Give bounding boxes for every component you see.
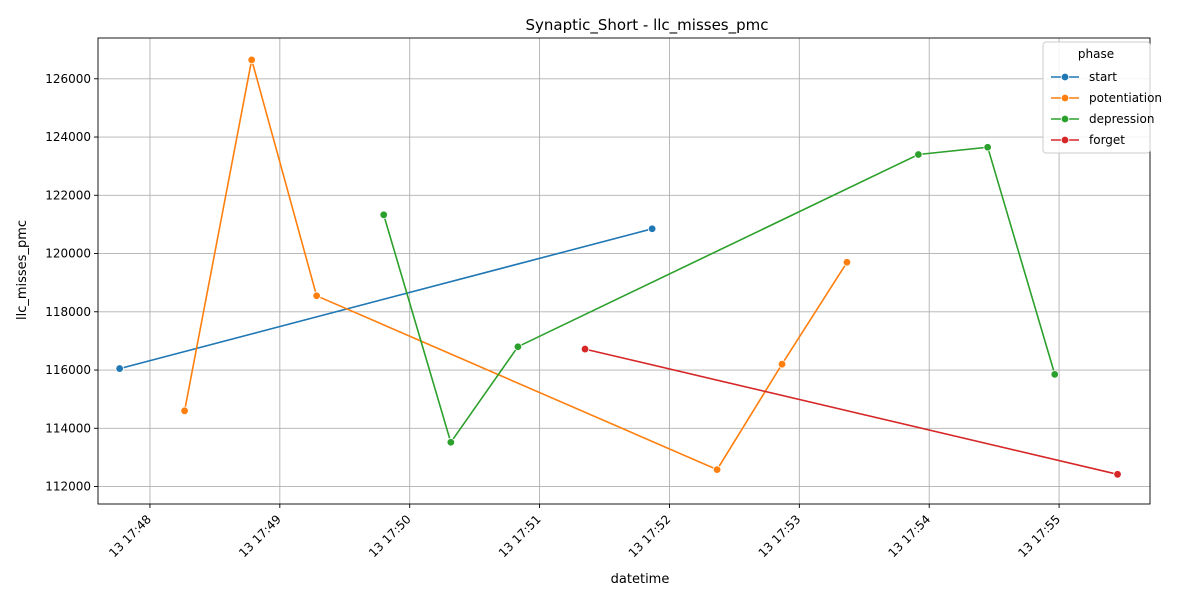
grid-lines <box>98 38 1150 504</box>
data-point-depression <box>983 143 992 152</box>
series-lines <box>115 55 1122 479</box>
data-point-depression <box>513 342 523 351</box>
y-tick-label: 122000 <box>45 188 91 202</box>
series-line-forget <box>584 348 1118 476</box>
legend-box <box>1042 41 1151 154</box>
data-point-depression <box>379 210 388 219</box>
legend: phase start potentiation depression forget <box>1042 41 1162 154</box>
legend-label-forget: forget <box>1089 133 1125 147</box>
legend-marker-forget <box>1060 135 1070 145</box>
plot-frame <box>97 37 1151 505</box>
y-axis-ticks: 112000 114000 116000 118000 120000 122000 1240… <box>45 72 98 494</box>
y-tick-label: 116000 <box>45 363 91 377</box>
data-point-potentiation <box>312 291 321 300</box>
data-point-start <box>647 224 657 233</box>
data-point-potentiation <box>180 406 189 415</box>
data-point-potentiation <box>842 258 852 267</box>
series-line-potentiation <box>183 59 848 471</box>
series-start <box>115 224 657 373</box>
legend-label-potentiation: potentiation <box>1089 91 1162 105</box>
data-point-potentiation <box>247 55 256 65</box>
y-tick-label: 118000 <box>45 305 91 319</box>
data-point-forget <box>580 344 590 354</box>
data-point-forget <box>1113 470 1122 479</box>
data-point-potentiation <box>712 465 722 474</box>
legend-marker-depression <box>1060 114 1070 124</box>
legend-label-start: start <box>1089 70 1117 84</box>
y-tick-label: 112000 <box>45 480 91 494</box>
y-tick-label: 126000 <box>45 72 91 86</box>
series-forget <box>580 344 1122 479</box>
data-point-depression <box>446 438 456 447</box>
data-point-start <box>115 364 124 373</box>
x-axis-label: datetime <box>611 572 670 587</box>
data-point-potentiation <box>777 360 787 369</box>
y-axis-label: llc_misses_pmc <box>15 220 30 320</box>
data-point-depression <box>1050 370 1059 379</box>
data-point-depression <box>914 150 923 159</box>
legend-label-depression: depression <box>1089 112 1154 126</box>
legend-marker-potentiation <box>1060 93 1070 103</box>
chart-title: Synaptic_Short - llc_misses_pmc <box>525 16 768 35</box>
axes <box>97 37 1151 505</box>
series-depression <box>379 143 1059 447</box>
y-tick-label: 120000 <box>45 247 91 261</box>
legend-marker-start <box>1060 72 1070 82</box>
series-line-start <box>119 228 653 370</box>
legend-title: phase <box>1078 47 1114 61</box>
series-potentiation <box>180 55 852 474</box>
y-tick-label: 124000 <box>45 130 91 144</box>
series-line-depression <box>382 146 1056 445</box>
y-tick-label: 114000 <box>45 421 91 435</box>
